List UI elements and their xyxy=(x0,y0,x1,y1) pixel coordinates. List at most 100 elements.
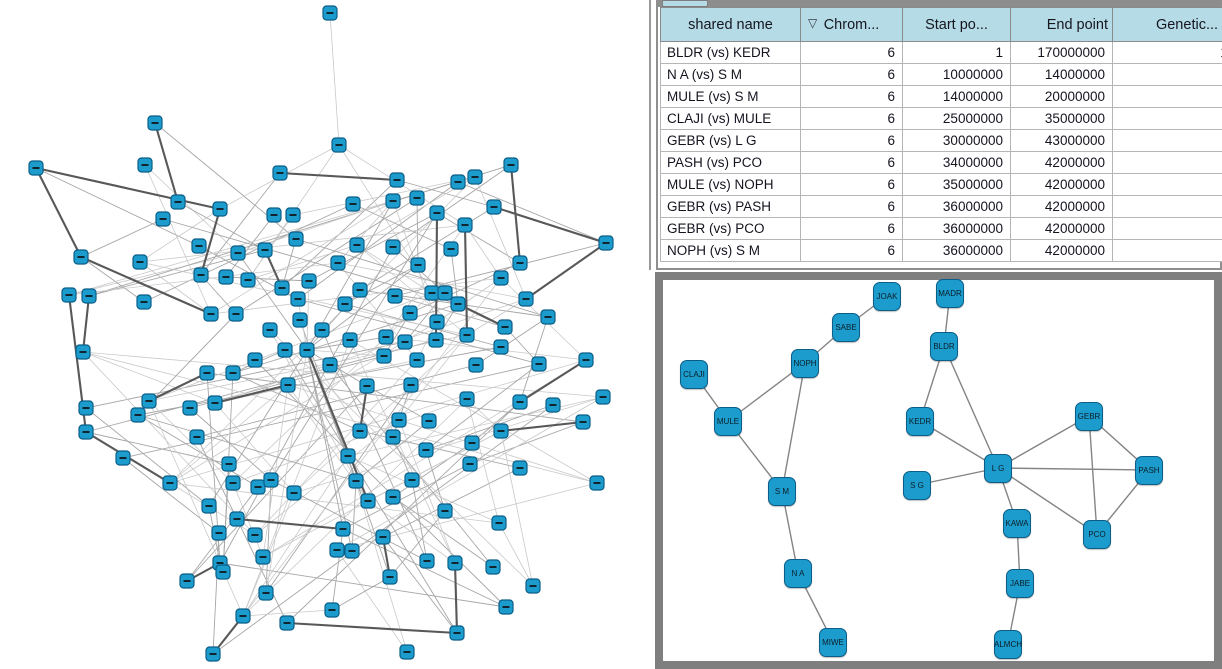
large-network-node-label xyxy=(413,197,421,199)
cell-shared-name[interactable]: CLAJI (vs) MULE xyxy=(660,107,801,130)
table-row[interactable]: MULE (vs) NOPH6350000004200000010.5 xyxy=(660,173,1222,196)
cell-value[interactable]: 42000000 xyxy=(1010,239,1113,262)
cell-value[interactable]: 6 xyxy=(800,107,903,130)
large-network-canvas[interactable] xyxy=(0,0,652,669)
column-header-3[interactable]: End point xyxy=(1010,7,1113,42)
cell-value[interactable]: 42000000 xyxy=(1010,151,1113,174)
cell-shared-name[interactable]: MULE (vs) S M xyxy=(660,85,801,108)
cell-value[interactable]: 6 xyxy=(800,85,903,108)
table-row[interactable]: GEBR (vs) PCO636000000420000008.4 xyxy=(660,217,1222,240)
small-network-node-pco[interactable]: PCO xyxy=(1083,519,1111,549)
cell-shared-name[interactable]: MULE (vs) NOPH xyxy=(660,173,801,196)
large-network-node-label xyxy=(414,264,422,266)
large-network-node-label xyxy=(136,261,144,263)
cell-value[interactable]: 36000000 xyxy=(902,239,1011,262)
large-network-edge xyxy=(331,528,344,611)
column-header-4[interactable]: Genetic... xyxy=(1112,7,1222,42)
large-network-edge xyxy=(88,164,512,297)
small-network-node-n-a[interactable]: N A xyxy=(784,558,812,588)
small-network-node-s-m[interactable]: S M xyxy=(768,476,796,506)
small-network-node-claji[interactable]: CLAJI xyxy=(680,359,708,389)
small-network-node-s-g[interactable]: S G xyxy=(903,470,931,500)
table-row[interactable]: N A (vs) S M610000000140000006.6 xyxy=(660,63,1222,86)
cell-value[interactable]: 42000000 xyxy=(1010,217,1113,240)
cell-shared-name[interactable]: NOPH (vs) S M xyxy=(660,239,801,262)
cell-value[interactable]: 6 xyxy=(800,195,903,218)
cell-value[interactable]: 6 xyxy=(800,63,903,86)
small-network-node-joak[interactable]: JOAK xyxy=(873,281,901,311)
small-network-node-madr[interactable]: MADR xyxy=(936,278,964,308)
small-network-node-sabe[interactable]: SABE xyxy=(832,312,860,342)
column-header-2[interactable]: Start po... xyxy=(902,7,1011,42)
cell-value[interactable]: 6 xyxy=(800,151,903,174)
cell-value[interactable]: 9.9 xyxy=(1112,239,1222,262)
small-network-node-miwe[interactable]: MIWE xyxy=(819,627,847,657)
large-network-edge xyxy=(68,176,476,296)
small-network-node-l-g[interactable]: L G xyxy=(984,453,1012,483)
scrollbar-sliver[interactable] xyxy=(662,0,708,7)
table-row[interactable]: NOPH (vs) S M636000000420000009.9 xyxy=(660,239,1222,262)
cell-value[interactable]: 6 xyxy=(800,173,903,196)
large-network-node-label xyxy=(454,181,462,183)
table-row[interactable]: MULE (vs) S M614000000200000007.5 xyxy=(660,85,1222,108)
cell-value[interactable]: 42000000 xyxy=(1010,195,1113,218)
cell-value[interactable]: 35000000 xyxy=(1010,107,1113,130)
large-network-node-label xyxy=(579,421,587,423)
small-network-node-kedr[interactable]: KEDR xyxy=(906,406,934,436)
cell-value[interactable]: 36000000 xyxy=(902,217,1011,240)
column-header-1[interactable]: ▽ Chrom... xyxy=(800,7,903,42)
large-network-node-label xyxy=(261,249,269,251)
cell-value[interactable]: 8.4 xyxy=(1112,217,1222,240)
cell-value[interactable]: 5.9 xyxy=(1112,107,1222,130)
cell-value[interactable]: 11.4 xyxy=(1112,151,1222,174)
cell-value[interactable]: 14000000 xyxy=(1010,63,1113,86)
cell-value[interactable]: 7.5 xyxy=(1112,85,1222,108)
cell-value[interactable]: 6 xyxy=(800,239,903,262)
large-network-node-label xyxy=(451,562,459,564)
small-network-node-jabe[interactable]: JABE xyxy=(1006,568,1034,598)
cell-value[interactable]: 10000000 xyxy=(902,63,1011,86)
cell-shared-name[interactable]: PASH (vs) PCO xyxy=(660,151,801,174)
table-row[interactable]: CLAJI (vs) MULE625000000350000005.9 xyxy=(660,107,1222,130)
small-network-node-gebr[interactable]: GEBR xyxy=(1075,401,1103,431)
cell-shared-name[interactable]: BLDR (vs) KEDR xyxy=(660,41,801,64)
large-network-node-label xyxy=(77,256,85,258)
cell-shared-name[interactable]: N A (vs) S M xyxy=(660,63,801,86)
table-row[interactable]: BLDR (vs) KEDR61170000000192.0 xyxy=(660,41,1222,64)
cell-shared-name[interactable]: GEBR (vs) PASH xyxy=(660,195,801,218)
cell-value[interactable]: 36000000 xyxy=(902,195,1011,218)
cell-value[interactable]: 6.6 xyxy=(1112,63,1222,86)
large-network-edge xyxy=(306,349,344,530)
cell-value[interactable]: 10.5 xyxy=(1112,173,1222,196)
cell-value[interactable]: 25000000 xyxy=(902,107,1011,130)
cell-value[interactable]: 170000000 xyxy=(1010,41,1113,64)
cell-value[interactable]: 34000000 xyxy=(902,151,1011,174)
cell-shared-name[interactable]: GEBR (vs) L G xyxy=(660,129,801,152)
filter-icon[interactable]: ▽ xyxy=(808,16,818,30)
cell-value[interactable]: 1 xyxy=(902,41,1011,64)
table-row[interactable]: GEBR (vs) PASH636000000420000008.9 xyxy=(660,195,1222,218)
cell-value[interactable]: 35000000 xyxy=(902,173,1011,196)
small-network-node-kawa[interactable]: KAWA xyxy=(1003,508,1031,538)
cell-value[interactable]: 6 xyxy=(800,41,903,64)
column-header-0[interactable]: shared name xyxy=(660,7,801,42)
large-network-edge xyxy=(214,402,295,494)
cell-value[interactable]: 43000000 xyxy=(1010,129,1113,152)
cell-value[interactable]: 16.9 xyxy=(1112,129,1222,152)
table-row[interactable]: GEBR (vs) L G6300000004300000016.9 xyxy=(660,129,1222,152)
cell-value[interactable]: 6 xyxy=(800,129,903,152)
cell-value[interactable]: 192.0 xyxy=(1112,41,1222,64)
cell-value[interactable]: 14000000 xyxy=(902,85,1011,108)
table-row[interactable]: PASH (vs) PCO6340000004200000011.4 xyxy=(660,151,1222,174)
small-network-node-mule[interactable]: MULE xyxy=(714,406,742,436)
cell-value[interactable]: 8.9 xyxy=(1112,195,1222,218)
cell-value[interactable]: 30000000 xyxy=(902,129,1011,152)
small-network-node-almch[interactable]: ALMCH xyxy=(994,629,1022,659)
cell-shared-name[interactable]: GEBR (vs) PCO xyxy=(660,217,801,240)
small-network-node-pash[interactable]: PASH xyxy=(1135,455,1163,485)
cell-value[interactable]: 20000000 xyxy=(1010,85,1113,108)
cell-value[interactable]: 42000000 xyxy=(1010,173,1113,196)
small-network-node-bldr[interactable]: BLDR xyxy=(930,331,958,361)
cell-value[interactable]: 6 xyxy=(800,217,903,240)
small-network-node-noph[interactable]: NOPH xyxy=(791,348,819,378)
